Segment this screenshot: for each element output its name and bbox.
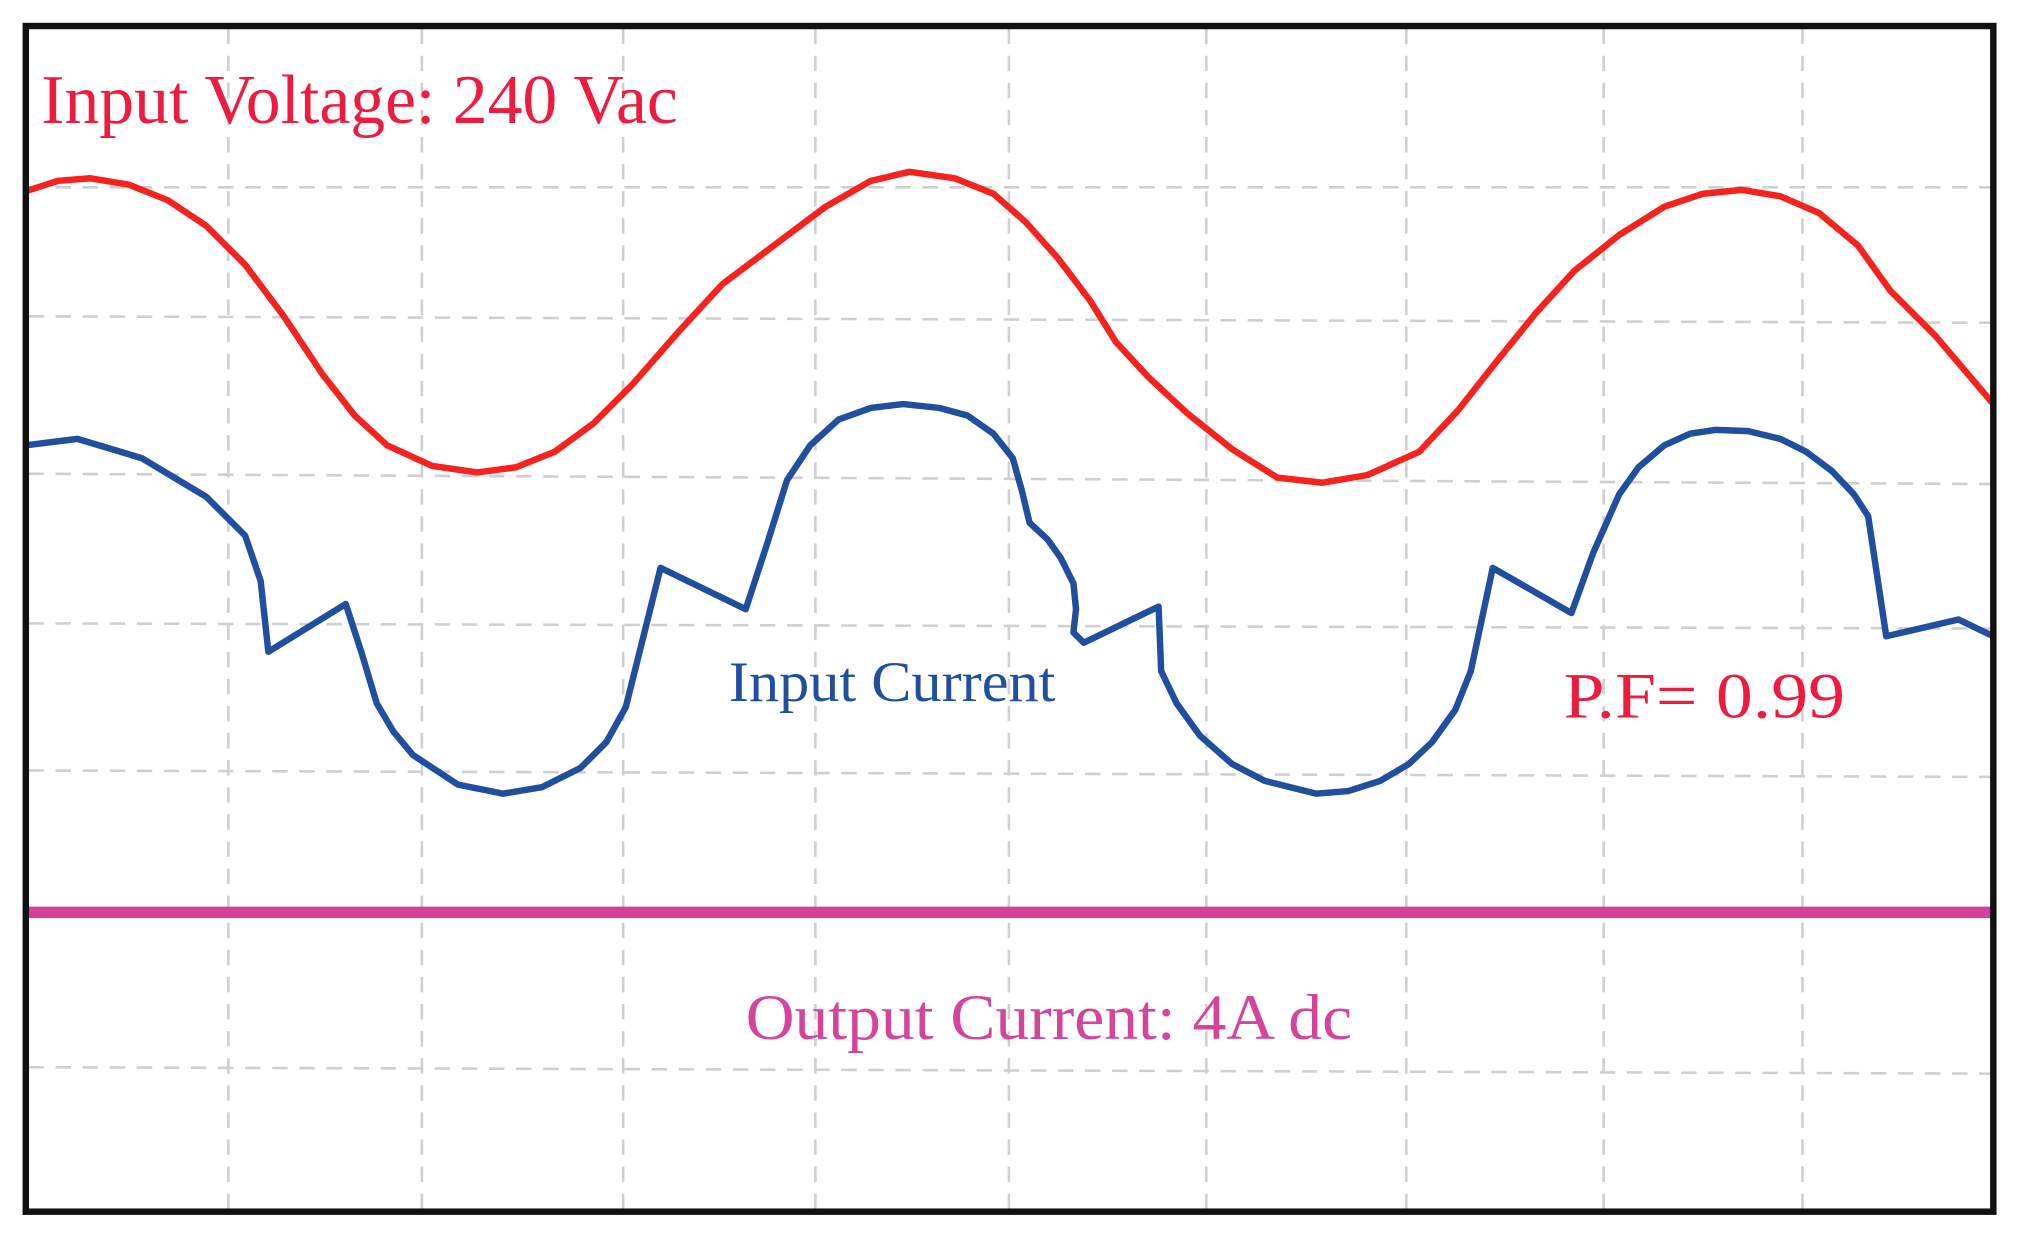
output-label: Output Current: 4A dc [746,982,1352,1053]
input-current-trace [25,400,1995,797]
current-label: Input Current [729,651,1056,714]
voltage-label: Input Voltage: 240 Vac [41,62,678,139]
grid-line [28,1065,1991,1075]
frame [22,22,1997,1215]
grid-line [28,769,1991,779]
grid-line [28,315,1991,325]
grid-line [28,472,1991,486]
grid [28,28,1991,1211]
power-factor-label: P.F= 0.99 [1564,661,1845,732]
input-voltage-trace [24,168,1996,486]
